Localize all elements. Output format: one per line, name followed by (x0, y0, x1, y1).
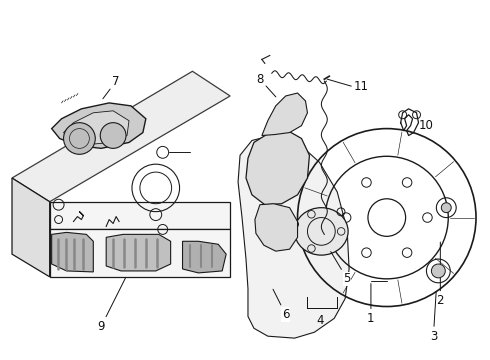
Polygon shape (255, 204, 297, 251)
Text: 3: 3 (430, 292, 437, 343)
Circle shape (431, 264, 445, 278)
Text: 5: 5 (331, 252, 351, 285)
Polygon shape (262, 93, 307, 135)
Text: 11: 11 (354, 80, 369, 93)
Text: 9: 9 (98, 273, 128, 333)
Text: 10: 10 (419, 119, 434, 132)
Polygon shape (238, 135, 349, 338)
Polygon shape (49, 229, 230, 277)
Text: 7: 7 (103, 75, 120, 99)
Polygon shape (64, 111, 129, 144)
Text: 1: 1 (367, 284, 375, 325)
Text: 2: 2 (437, 242, 444, 307)
Circle shape (64, 123, 95, 154)
Circle shape (441, 203, 451, 213)
Polygon shape (12, 178, 49, 277)
Polygon shape (12, 71, 230, 202)
Circle shape (100, 123, 126, 148)
Polygon shape (49, 202, 230, 229)
Polygon shape (183, 241, 226, 273)
Ellipse shape (294, 208, 348, 255)
Polygon shape (246, 131, 310, 205)
Polygon shape (106, 234, 171, 271)
Polygon shape (51, 103, 146, 148)
Polygon shape (51, 233, 93, 272)
Text: 6: 6 (273, 289, 290, 321)
Text: 8: 8 (256, 73, 276, 97)
Text: 4: 4 (317, 314, 324, 327)
